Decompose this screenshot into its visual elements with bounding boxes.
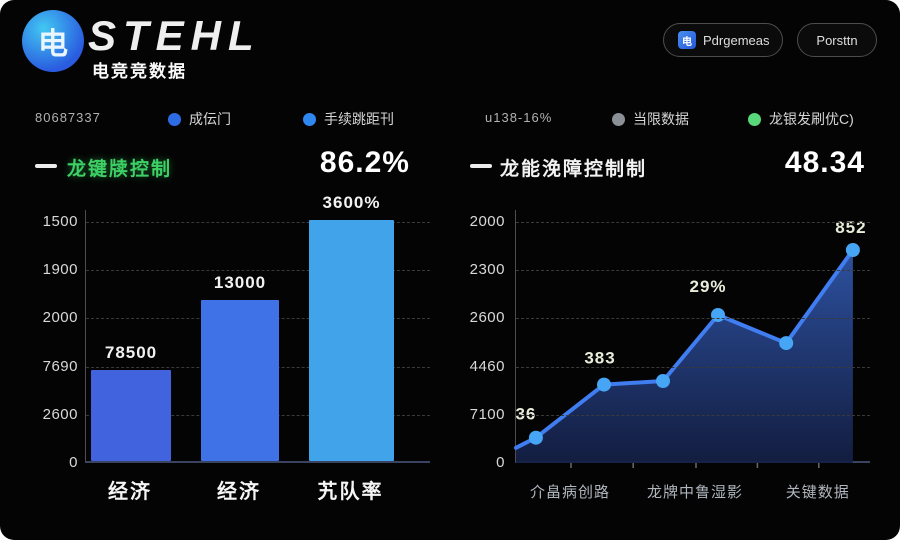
legend-item: 成伝门 (168, 109, 231, 129)
legend-dot-icon (168, 112, 181, 126)
left-meta-code: 80687337 (35, 110, 101, 125)
data-point-marker (711, 308, 725, 322)
bar-chart-y-axis: 1500 1900 2000 7690 2600 0 (18, 210, 78, 471)
right-panel-title: 龙能浼障控制制 (500, 159, 648, 180)
y-tick-label: 1900 (42, 261, 78, 279)
gridline (86, 222, 430, 223)
bar-value-label: 78500 (104, 343, 158, 362)
legend-item: 当限数据 (612, 109, 689, 129)
y-tick-label: 2300 (469, 261, 505, 279)
y-tick-label: 2600 (469, 309, 505, 327)
secondary-action-label: Porsttn (816, 32, 858, 48)
line-category-label: 介畠病创路 (530, 484, 611, 501)
data-point-marker (779, 336, 794, 351)
legend-label: 手续跳距刊 (324, 111, 394, 127)
legend-item: 手续跳距刊 (303, 109, 394, 129)
data-point-label: 36 (515, 405, 536, 424)
left-panel-title: 龙键牍控制 (67, 159, 173, 180)
bar-3: 3600% (309, 193, 394, 461)
bar-chart-plot: 78500 13000 3600% (85, 193, 430, 463)
line-category-label: 关键数据 (785, 484, 850, 501)
bar-1: 78500 (91, 343, 171, 461)
gridline (516, 270, 870, 272)
data-point-marker (656, 374, 670, 388)
gridline (86, 270, 430, 272)
gridline (516, 318, 870, 320)
gridline (516, 414, 870, 416)
bar-category-label: 艽队率 (317, 481, 384, 503)
data-point-label: 29% (689, 277, 726, 296)
data-point-marker (845, 243, 860, 257)
y-tick-label: 7100 (469, 405, 505, 423)
bar-value-label: 13000 (213, 273, 267, 292)
y-tick-label: 2000 (469, 213, 505, 230)
legend-item: 龙银发刷优C) (748, 109, 854, 129)
line-chart-x-axis: 介畠病创路 龙牌中鲁湿影 关键数据 (515, 481, 870, 511)
data-point-marker (597, 377, 611, 392)
data-point-label: 852 (835, 218, 866, 237)
y-tick-label: 2600 (42, 405, 78, 423)
bar-value-label: 3600% (322, 193, 381, 212)
bar-category-label: 经济 (217, 481, 261, 503)
legend-label: 当限数据 (633, 111, 689, 127)
legend-dot-icon (303, 112, 316, 126)
left-panel-metric: 86.2% (319, 146, 410, 179)
app-logo-icon: 电 (678, 31, 696, 49)
legend-label: 成伝门 (189, 111, 231, 127)
right-meta-code: u138-16% (485, 110, 553, 125)
y-tick-label: 0 (496, 454, 505, 471)
legend-label: 龙银发刷优C) (769, 111, 854, 127)
brand-logo-icon: 电 (22, 10, 84, 72)
bar-category-label: 经济 (108, 481, 152, 503)
line-chart-plot: 36 383 29% 852 (514, 210, 870, 468)
brand-logo-glyph: 电 (38, 28, 68, 61)
legend-dot-icon (612, 112, 625, 126)
y-tick-label: 0 (69, 454, 78, 471)
bar-chart-x-axis: 经济 经济 艽队率 (85, 475, 430, 505)
gridline (516, 222, 870, 223)
legend-dot-icon (748, 112, 761, 126)
data-point-marker (528, 430, 543, 445)
title-dash-icon (470, 164, 492, 168)
y-tick-label: 2000 (42, 309, 78, 327)
line-category-label: 龙牌中鲁湿影 (646, 484, 743, 501)
y-tick-label: 7690 (42, 357, 78, 375)
bar-2: 13000 (201, 273, 279, 461)
data-point-label: 383 (584, 349, 615, 368)
right-panel-metric: 48.34 (784, 146, 865, 179)
y-tick-label: 1500 (42, 213, 78, 230)
line-chart-y-axis: 2000 2300 2600 4460 7100 0 (445, 210, 505, 471)
y-tick-label: 4460 (469, 357, 505, 375)
secondary-action-button[interactable]: Porsttn (797, 23, 877, 57)
brand-subtitle: 电竞竞数据 (92, 62, 187, 81)
gridline (516, 366, 870, 368)
primary-action-label: Pdrgemeas (703, 32, 770, 48)
line-chart-svg: 36 383 29% 852 (514, 218, 866, 468)
brand-name: STEHL (88, 12, 261, 59)
title-dash-icon (35, 164, 57, 168)
primary-action-button[interactable]: 电 Pdrgemeas (663, 23, 783, 57)
